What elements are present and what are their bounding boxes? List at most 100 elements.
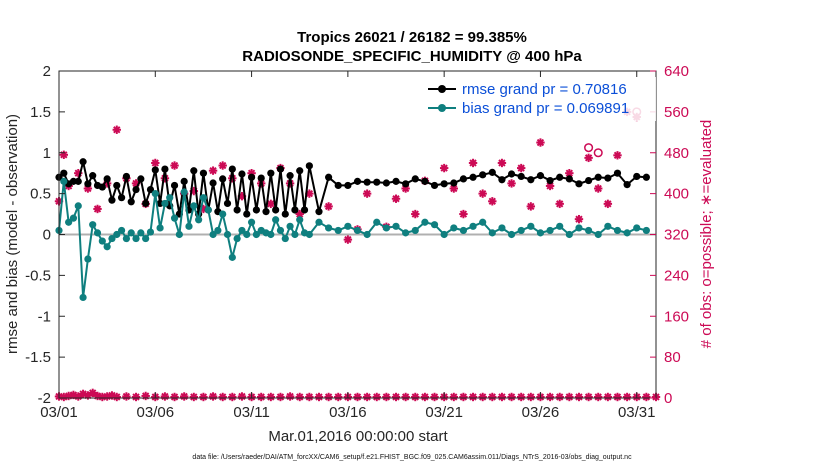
series-point-rmse bbox=[262, 208, 270, 216]
obs-marker-core bbox=[162, 394, 167, 399]
series-point-rmse bbox=[604, 174, 612, 182]
series-point-rmse bbox=[272, 206, 280, 214]
series-point-bias bbox=[69, 214, 78, 222]
series-point-rmse bbox=[89, 172, 97, 180]
series-point-rmse bbox=[411, 175, 419, 183]
series-point-rmse bbox=[219, 175, 227, 183]
series-point-rmse bbox=[363, 178, 371, 186]
series-point-bias bbox=[93, 229, 102, 237]
series-point-bias bbox=[325, 224, 333, 232]
series-point-rmse bbox=[257, 174, 265, 182]
series-point-bias bbox=[479, 218, 487, 226]
obs-evaluated-marker bbox=[449, 392, 458, 402]
obs-marker-core bbox=[538, 140, 543, 145]
series-point-rmse bbox=[238, 170, 246, 178]
y-left-tick-label: 1 bbox=[43, 145, 51, 162]
series-point-rmse bbox=[469, 173, 477, 181]
obs-marker-core bbox=[365, 191, 370, 196]
series-point-bias bbox=[98, 237, 106, 245]
y-left-tick-label: -2 bbox=[38, 390, 51, 407]
obs-evaluated-marker bbox=[459, 392, 468, 402]
obs-evaluated-marker bbox=[459, 209, 468, 219]
obs-marker-core bbox=[451, 186, 456, 191]
obs-evaluated-marker bbox=[439, 163, 449, 173]
series-point-bias bbox=[117, 226, 126, 235]
obs-marker-core bbox=[172, 163, 177, 168]
series-point-bias bbox=[180, 188, 188, 196]
series-point-bias bbox=[74, 202, 82, 210]
series-point-bias bbox=[243, 230, 251, 239]
series-point-rmse bbox=[137, 175, 145, 183]
series-point-bias bbox=[233, 234, 241, 243]
obs-marker-core bbox=[499, 160, 504, 165]
x-tick-label: 03/31 bbox=[618, 404, 656, 421]
obs-marker-core bbox=[480, 191, 485, 196]
obs-marker-core bbox=[211, 394, 216, 399]
series-point-rmse bbox=[344, 181, 352, 190]
obs-evaluated-marker bbox=[545, 392, 555, 402]
obs-marker-core bbox=[85, 186, 90, 191]
obs-evaluated-marker bbox=[507, 392, 516, 402]
series-point-bias bbox=[296, 216, 304, 224]
series-point-rmse bbox=[565, 175, 573, 183]
series-point-bias bbox=[89, 221, 97, 229]
series-point-rmse bbox=[146, 185, 155, 194]
series-point-bias bbox=[488, 229, 496, 237]
obs-marker-core bbox=[471, 160, 476, 165]
obs-evaluated-marker bbox=[478, 392, 487, 402]
obs-marker-core bbox=[567, 171, 572, 176]
series-point-bias bbox=[623, 229, 631, 237]
y-axis-left-label: rmse and bias (model - observation) bbox=[4, 114, 21, 354]
series-point-rmse bbox=[122, 172, 131, 181]
obs-evaluated-marker bbox=[372, 392, 381, 402]
y-right-tick-label: 80 bbox=[664, 349, 681, 366]
series-point-rmse bbox=[223, 199, 232, 208]
obs-evaluated-marker bbox=[613, 151, 622, 160]
data-file-footer: data file: /Users/raeder/DAI/ATM_forcXX/… bbox=[192, 454, 632, 461]
obs-marker-core bbox=[615, 153, 620, 158]
obs-evaluated-marker bbox=[257, 392, 266, 402]
series-point-bias bbox=[190, 202, 198, 210]
obs-evaluated-marker bbox=[112, 392, 121, 402]
obs-marker-core bbox=[605, 201, 610, 206]
y-left-tick-label: 0.5 bbox=[30, 186, 51, 203]
series-point-rmse bbox=[315, 208, 323, 216]
series-point-bias bbox=[252, 230, 260, 239]
y-left-tick-label: -0.5 bbox=[25, 267, 51, 284]
series-point-rmse bbox=[430, 181, 439, 190]
series-point-bias bbox=[642, 226, 650, 235]
series-point-rmse bbox=[421, 177, 429, 185]
obs-evaluated-marker bbox=[555, 392, 564, 402]
series-point-bias bbox=[142, 234, 150, 243]
obs-evaluated-marker bbox=[141, 391, 150, 401]
series-point-bias bbox=[281, 234, 289, 243]
series-point-rmse bbox=[517, 172, 525, 181]
obs-evaluated-marker bbox=[266, 392, 276, 402]
obs-marker-core bbox=[307, 191, 312, 196]
obs-evaluated-marker bbox=[59, 150, 69, 159]
obs-evaluated-marker bbox=[526, 392, 536, 402]
obs-evaluated-marker bbox=[112, 125, 121, 134]
series-point-rmse bbox=[60, 169, 68, 177]
series-point-bias bbox=[565, 230, 573, 239]
series-point-bias bbox=[584, 226, 593, 235]
obs-marker-core bbox=[211, 168, 216, 173]
series-point-bias bbox=[392, 222, 400, 230]
series-point-bias bbox=[209, 230, 217, 239]
series-point-bias bbox=[166, 194, 174, 202]
obs-evaluated-marker bbox=[276, 392, 285, 402]
obs-evaluated-marker bbox=[324, 202, 333, 211]
y-right-tick-label: 480 bbox=[664, 145, 689, 162]
series-point-rmse bbox=[243, 210, 251, 218]
y-left-tick-label: 2 bbox=[43, 63, 51, 80]
series-point-bias bbox=[60, 177, 68, 185]
obs-evaluated-marker bbox=[228, 392, 237, 402]
series-point-bias bbox=[195, 216, 203, 224]
series-point-bias bbox=[146, 228, 155, 236]
y-right-tick-label: 320 bbox=[664, 227, 689, 244]
series-point-rmse bbox=[507, 170, 516, 178]
obs-evaluated-marker bbox=[324, 392, 333, 402]
series-point-bias bbox=[127, 229, 135, 237]
obs-evaluated-marker bbox=[594, 184, 603, 193]
obs-marker-core bbox=[239, 194, 244, 199]
